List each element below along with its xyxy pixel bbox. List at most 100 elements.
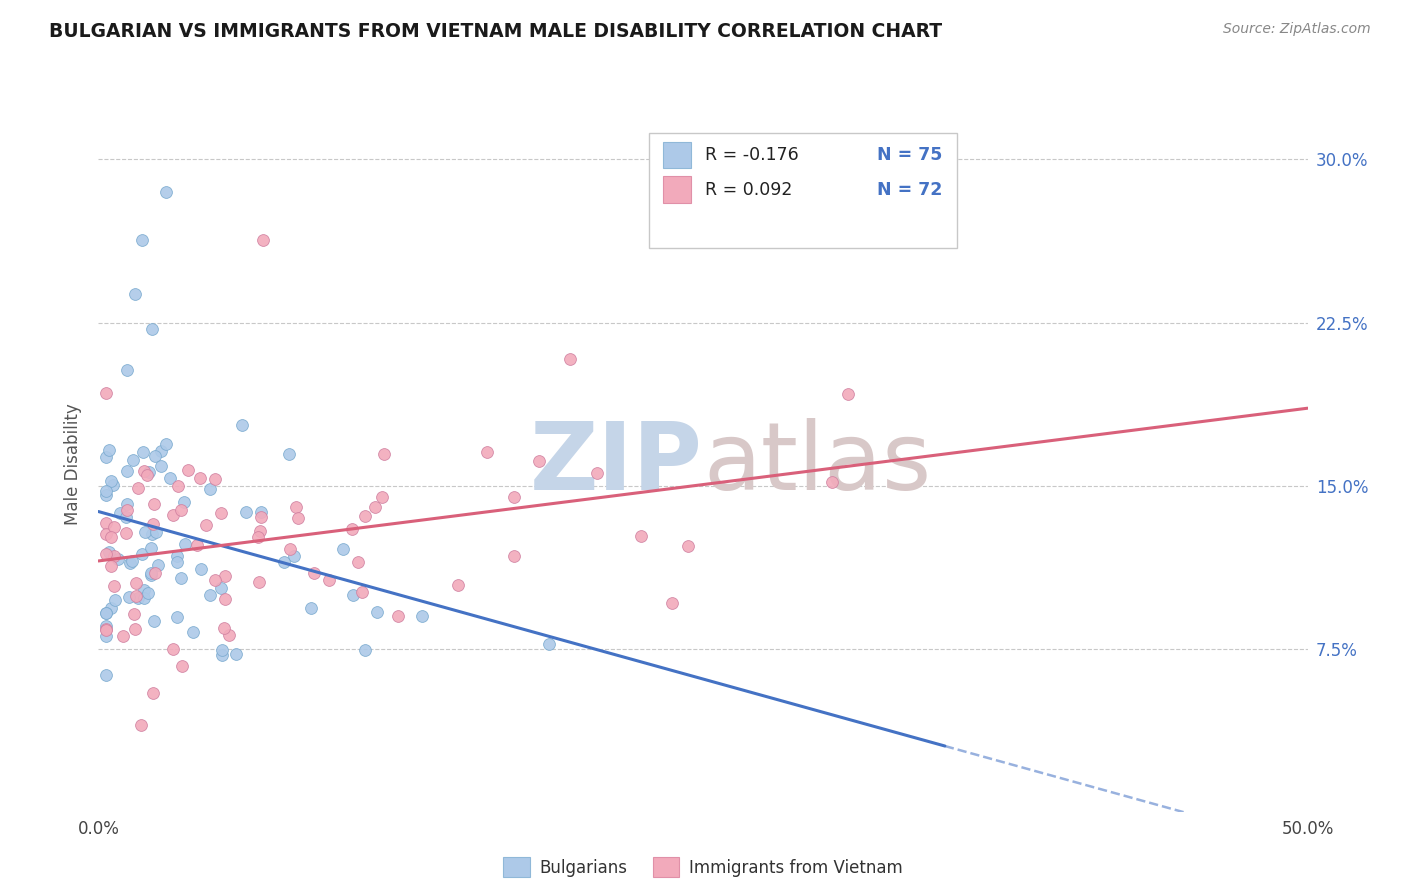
Point	[352, 585, 374, 599]
Point	[387, 608, 409, 623]
Point	[125, 589, 148, 603]
Point	[117, 363, 139, 377]
Point	[94, 526, 117, 541]
Point	[117, 590, 139, 604]
Point	[366, 605, 388, 619]
Point	[166, 549, 188, 563]
Point	[122, 607, 145, 622]
Point	[373, 447, 395, 461]
Point	[246, 530, 269, 544]
Point	[149, 443, 172, 458]
Point	[204, 472, 226, 486]
Point	[94, 668, 117, 682]
Point	[190, 562, 212, 576]
Point	[170, 659, 193, 673]
Point	[134, 583, 156, 598]
Point	[139, 568, 162, 582]
Point	[538, 637, 561, 651]
Point	[155, 437, 177, 451]
Point	[100, 531, 122, 545]
Point	[139, 566, 162, 581]
Point	[503, 549, 526, 563]
Point	[94, 547, 117, 561]
Point	[145, 525, 167, 540]
Point	[97, 442, 120, 457]
Point	[142, 497, 165, 511]
Text: Source: ZipAtlas.com: Source: ZipAtlas.com	[1223, 22, 1371, 37]
Point	[212, 621, 235, 635]
Point	[214, 568, 236, 582]
Point	[249, 524, 271, 538]
Point	[108, 506, 131, 520]
Text: N = 75: N = 75	[877, 146, 942, 164]
Point	[129, 717, 152, 731]
Point	[447, 578, 470, 592]
Point	[503, 490, 526, 504]
Point	[347, 555, 370, 569]
Point	[821, 475, 844, 489]
Point	[181, 625, 204, 640]
Point	[340, 522, 363, 536]
Point	[142, 614, 165, 628]
Point	[100, 601, 122, 615]
Point	[332, 541, 354, 556]
Text: atlas: atlas	[703, 417, 931, 510]
Point	[249, 505, 271, 519]
Point	[661, 596, 683, 610]
Point	[94, 484, 117, 499]
Point	[121, 554, 143, 568]
Point	[94, 385, 117, 400]
Point	[353, 643, 375, 657]
Point	[94, 623, 117, 637]
Point	[103, 579, 125, 593]
Point	[114, 526, 136, 541]
Point	[204, 574, 226, 588]
Point	[235, 505, 257, 519]
Legend: Bulgarians, Immigrants from Vietnam: Bulgarians, Immigrants from Vietnam	[496, 851, 910, 883]
Point	[127, 591, 149, 606]
Point	[273, 555, 295, 569]
Point	[142, 517, 165, 532]
Point	[173, 495, 195, 509]
Point	[209, 506, 232, 520]
Text: N = 72: N = 72	[877, 181, 942, 199]
Point	[250, 510, 273, 524]
Point	[676, 539, 699, 553]
Point	[176, 463, 198, 477]
Point	[162, 642, 184, 657]
Point	[124, 622, 146, 636]
Point	[166, 555, 188, 569]
Point	[131, 233, 153, 247]
Point	[145, 566, 167, 581]
Point	[122, 452, 145, 467]
Point	[103, 520, 125, 534]
Point	[94, 450, 117, 465]
Point	[280, 542, 302, 557]
Point	[141, 541, 163, 555]
Point	[214, 592, 236, 607]
Point	[155, 185, 177, 199]
Point	[166, 610, 188, 624]
Point	[131, 547, 153, 561]
Point	[100, 474, 122, 488]
Point	[287, 510, 309, 524]
Point	[200, 588, 222, 602]
Point	[252, 233, 274, 247]
Point	[166, 479, 188, 493]
Point	[527, 454, 550, 468]
Point	[353, 509, 375, 524]
Point	[318, 573, 340, 587]
Point	[170, 502, 193, 516]
Point	[188, 471, 211, 485]
Point	[104, 592, 127, 607]
Point	[837, 387, 859, 401]
Point	[304, 566, 326, 580]
Point	[370, 491, 392, 505]
FancyBboxPatch shape	[664, 142, 690, 169]
Point	[132, 591, 155, 606]
Point	[115, 497, 138, 511]
Point	[138, 465, 160, 479]
Text: R = -0.176: R = -0.176	[706, 146, 799, 164]
Text: ZIP: ZIP	[530, 417, 703, 510]
Point	[94, 606, 117, 620]
